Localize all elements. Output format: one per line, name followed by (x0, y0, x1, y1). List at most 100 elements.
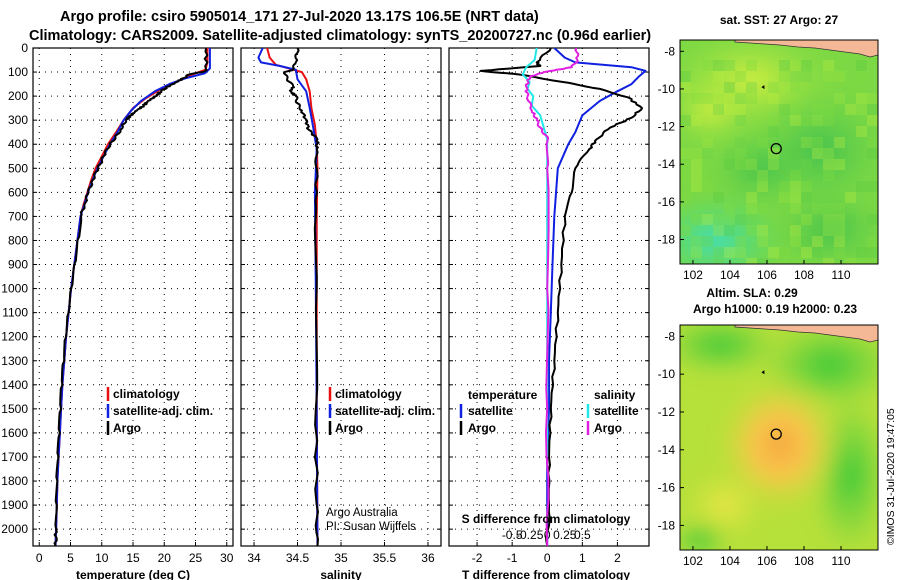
sst-pixel (746, 82, 757, 93)
sst-pixel (757, 71, 768, 82)
sst-pixel (823, 214, 834, 225)
sst-pixel (790, 60, 801, 71)
sst-pixel (823, 225, 834, 236)
map-lon-label: 104 (720, 268, 740, 282)
sst-pixel (867, 258, 878, 264)
sst-pixel (746, 181, 757, 192)
s-difference-axis-label: S difference from climatology (462, 512, 631, 526)
sst-pixel (801, 247, 812, 258)
depth-tick-label: 400 (8, 137, 28, 151)
sst-pixel (724, 60, 735, 71)
sst-pixel (691, 214, 702, 225)
depth-tick-label: 1900 (1, 498, 28, 512)
sst-pixel (746, 258, 757, 264)
legend-label-argo: Argo (335, 421, 363, 435)
map-lon-label: 108 (794, 268, 814, 282)
sst-pixel (867, 236, 878, 247)
sst-pixel (691, 159, 702, 170)
sst-pixel (823, 203, 834, 214)
legend-label-climatology: climatology (335, 387, 402, 401)
sst-pixel (801, 159, 812, 170)
sst-pixel (856, 104, 867, 115)
sst-pixel (834, 71, 845, 82)
sst-pixel (680, 170, 691, 181)
sst-pixel (746, 148, 757, 159)
sst-pixel (735, 159, 746, 170)
sst-pixel (867, 93, 878, 104)
sst-pixel (702, 236, 713, 247)
sst-pixel (702, 214, 713, 225)
sst-pixel (790, 104, 801, 115)
sst-pixel (757, 225, 768, 236)
temperature-panel-series (53, 48, 211, 546)
sst-pixel (801, 214, 812, 225)
map-lon-label: 106 (757, 554, 777, 568)
depth-tick-label: 700 (8, 209, 28, 223)
sst-pixel (801, 181, 812, 192)
sst-map-axes: 102 104 106 108 110 -8 -10 -12 -14 -16 -18 (658, 44, 851, 282)
series-line-climatology (266, 48, 319, 546)
series-line-temperature-satellite (546, 48, 647, 546)
sst-pixel (757, 170, 768, 181)
sst-pixel (724, 82, 735, 93)
sst-pixel (691, 236, 702, 247)
x-tick-label: 25 (189, 551, 203, 565)
sst-pixel (746, 93, 757, 104)
sst-pixel (801, 236, 812, 247)
sst-pixel (867, 148, 878, 159)
sst-pixel (746, 60, 757, 71)
depth-tick-label: 1800 (1, 474, 28, 488)
sst-pixel (801, 192, 812, 203)
depth-tick-label: 100 (8, 65, 28, 79)
sst-pixel (713, 60, 724, 71)
x-tick-label: 35 (334, 551, 348, 565)
map-lat-label: -8 (664, 44, 675, 58)
x-tick-label: 2 (614, 551, 621, 565)
sla-map-axes: 102 104 106 108 110 -8 -10 -12 -14 -16 -18 (658, 329, 851, 568)
credit-line2: PI: Susan Wijffels (326, 521, 416, 533)
sst-pixel (779, 71, 790, 82)
sst-pixel (713, 93, 724, 104)
x-tick-label: 5 (67, 551, 74, 565)
sst-pixel (757, 203, 768, 214)
sst-pixel (834, 137, 845, 148)
map-lon-label: 106 (757, 268, 777, 282)
salinity-legend: climatology satellite-adj. clim. Argo (328, 387, 435, 435)
sst-pixel (823, 170, 834, 181)
sst-pixel (680, 192, 691, 203)
sst-pixel (768, 93, 779, 104)
depth-tick-label: 2000 (1, 522, 28, 536)
map-lon-label: 110 (831, 268, 850, 282)
sst-pixel (691, 181, 702, 192)
map-lat-label: -16 (658, 481, 676, 495)
sst-pixel (867, 137, 878, 148)
difference-legend: temperature salinity satellite Argo sate… (459, 388, 639, 435)
salinity-axis-label: salinity (320, 568, 362, 580)
depth-tick-label: 600 (8, 185, 28, 199)
sst-pixel (812, 247, 823, 258)
map-lat-label: -12 (658, 405, 676, 419)
sst-pixel (823, 258, 834, 264)
sst-pixel (768, 126, 779, 137)
legend-label-climatology: climatology (113, 387, 180, 401)
sst-pixel (746, 192, 757, 203)
sst-pixel (735, 93, 746, 104)
argo-float-marker (770, 428, 782, 440)
sst-pixel (680, 159, 691, 170)
depth-tick-label: 1700 (1, 450, 28, 464)
sla-map-frame (679, 324, 879, 551)
sst-pixel (834, 225, 845, 236)
sst-pixel (757, 137, 768, 148)
sst-pixel (702, 93, 713, 104)
series-line-argo (283, 48, 320, 546)
sst-pixel (779, 181, 790, 192)
sst-pixel (823, 71, 834, 82)
sst-map-frame (679, 39, 879, 265)
figure-title-line1: Argo profile: csiro 5905014_171 27-Jul-2… (60, 9, 539, 25)
sst-pixel (724, 203, 735, 214)
map-lat-label: -10 (658, 82, 676, 96)
sst-pixel (680, 148, 691, 159)
float-position-dot (761, 370, 765, 375)
difference-panel-frame (448, 47, 650, 547)
